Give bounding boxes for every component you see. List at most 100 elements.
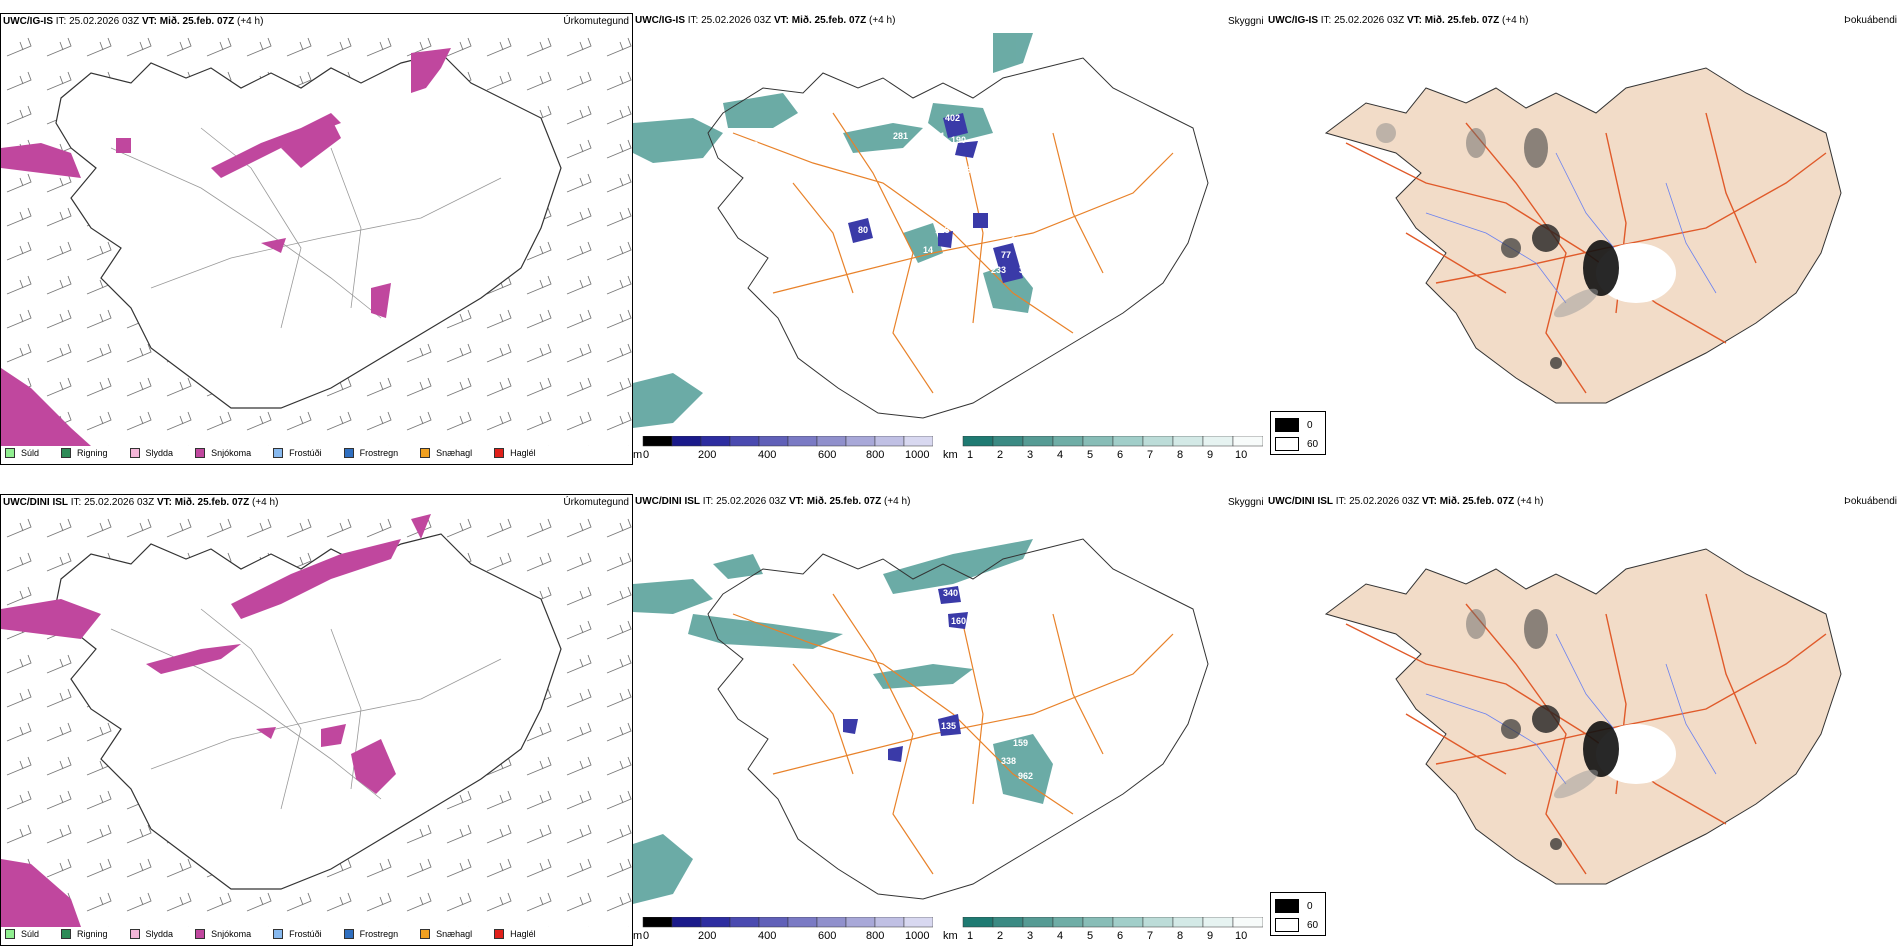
fog-legend-value: 60 <box>1307 919 1319 931</box>
colorbar-segment <box>1142 916 1174 928</box>
legend-item: Frostúði <box>273 929 322 939</box>
swatch <box>420 448 431 458</box>
valid-time: Mið. 25.feb. 07Z <box>1439 496 1515 507</box>
valid-label: VT: <box>1406 15 1422 26</box>
precip-map <box>1 509 632 927</box>
visibility-panel-row1: UWC/IG-IS IT: 25.02.2026 03Z VT: Mið. 25… <box>633 13 1266 465</box>
depth-label: 18 <box>961 165 971 175</box>
lead-time: (+4 h) <box>1517 496 1544 507</box>
colorbar-segment <box>758 435 789 447</box>
valid-label: VT: <box>773 15 789 26</box>
lead-time: (+4 h) <box>869 15 896 26</box>
legend-label: Súld <box>21 448 40 458</box>
depth-tick: 0 <box>643 449 650 461</box>
legend-label: Haglél <box>510 448 536 458</box>
legend-label: Rigning <box>77 448 108 458</box>
legend-label: Snjókoma <box>211 929 252 939</box>
colorbar-segment <box>1082 435 1114 447</box>
iceland-outline <box>707 538 1209 900</box>
vis-tick: 8 <box>1177 449 1184 461</box>
vis-unit: km <box>943 930 958 942</box>
depth-label: 331 <box>901 602 916 612</box>
panel-title-fog: Þokuábendi <box>1844 496 1897 507</box>
legend-label: Slydda <box>145 448 174 458</box>
legend-item: Haglél <box>494 448 536 458</box>
model-name: UWC/IG-IS <box>635 15 685 26</box>
model-name: UWC/DINI ISL <box>635 496 700 507</box>
legend-item: Rigning <box>61 929 108 939</box>
valid-time: Mið. 25.feb. 07Z <box>159 16 235 27</box>
colorbar-segment <box>700 916 731 928</box>
legend-item: Haglél <box>494 929 536 939</box>
depth-label: 14 <box>923 245 933 255</box>
colorbar-segment <box>1022 916 1054 928</box>
colorbar-segment <box>874 916 905 928</box>
colorbar-segment <box>1112 916 1144 928</box>
init-time: IT: 25.02.2026 03Z <box>1335 496 1420 507</box>
fog-legend-row: 0 <box>1275 418 1313 432</box>
colorbar-segment <box>1052 435 1084 447</box>
vis-tick: 4 <box>1057 449 1064 461</box>
vis-tick: 10 <box>1235 930 1248 942</box>
precip-map <box>1 28 632 446</box>
depth-label: 181 <box>930 131 945 141</box>
depth-tick: 1000 <box>905 930 930 942</box>
header-row1-vis: UWC/IG-IS IT: 25.02.2026 03Z VT: Mið. 25… <box>635 15 895 26</box>
fog-legend: 0 60 <box>1270 411 1326 455</box>
legend-label: Snæhagl <box>436 929 473 939</box>
vis-tick: 1 <box>967 930 974 942</box>
depth-tick: 200 <box>698 930 717 942</box>
legend-item: Frostregn <box>343 929 398 939</box>
valid-time: Mið. 25.feb. 07Z <box>174 497 250 508</box>
depth-tick: 200 <box>698 449 717 461</box>
vis-tick: 8 <box>1177 930 1184 942</box>
legend-label: Slydda <box>145 929 174 939</box>
fog-legend: 0 60 <box>1270 892 1326 936</box>
fog-map <box>1324 548 1842 885</box>
vis-tick: 5 <box>1087 449 1094 461</box>
depth-colorbar: m 0 200 400 600 800 1000 <box>633 916 934 945</box>
colorbar-segment <box>1232 916 1264 928</box>
depth-label: 72 <box>989 223 999 233</box>
precip-legend: Súld Rigning Slydda Snjókoma Frostúði Fr… <box>5 448 558 458</box>
depth-unit: m <box>633 449 643 461</box>
visibility-map: 402 281 181 190 18 48 80 113 70 14 72 13… <box>633 33 1209 428</box>
model-name: UWC/IG-IS <box>1268 15 1318 26</box>
header-row1-precip: UWC/IG-IS IT: 25.02.2026 03Z VT: Mið. 25… <box>3 16 263 27</box>
swatch <box>343 448 354 458</box>
iceland-land <box>1324 548 1842 885</box>
depth-label: 311 <box>895 616 910 626</box>
iceland-outline <box>707 57 1209 419</box>
colorbar-segment <box>962 916 994 928</box>
vis-tick: 7 <box>1147 449 1154 461</box>
depth-unit: m <box>633 930 643 942</box>
lead-time: (+4 h) <box>252 497 279 508</box>
depth-label: 402 <box>945 113 960 123</box>
colorbar-segment <box>787 435 818 447</box>
valid-time: Mið. 25.feb. 07Z <box>1424 15 1500 26</box>
colorbar-segment <box>1022 435 1054 447</box>
swatch <box>61 448 72 458</box>
visibility-panel-row2: UWC/DINI ISL IT: 25.02.2026 03Z VT: Mið.… <box>633 494 1266 946</box>
legend-item: Snæhagl <box>420 448 472 458</box>
depth-label: 48 <box>748 140 758 150</box>
legend-label: Frostúði <box>289 448 322 458</box>
depth-label: 338 <box>1001 756 1016 766</box>
iceland-outline <box>55 533 562 890</box>
vis-tick: 4 <box>1057 930 1064 942</box>
depth-colorbar: m 0 200 400 600 800 1000 <box>633 435 934 464</box>
depth-tick: 1000 <box>905 449 930 461</box>
vis-tick: 6 <box>1117 449 1124 461</box>
colorbar-segment <box>787 916 818 928</box>
legend-label: Snæhagl <box>436 448 473 458</box>
colorbar-segment <box>903 916 934 928</box>
valid-time: Mið. 25.feb. 07Z <box>791 15 867 26</box>
depth-tick: 600 <box>818 449 837 461</box>
depth-label: 37 <box>1019 265 1029 275</box>
colorbar-segment <box>992 435 1024 447</box>
depth-label: 70 <box>841 237 851 247</box>
swatch <box>273 448 284 458</box>
legend-label: Haglél <box>510 929 536 939</box>
panel-title-fog: Þokuábendi <box>1844 15 1897 26</box>
valid-label: VT: <box>1421 496 1437 507</box>
